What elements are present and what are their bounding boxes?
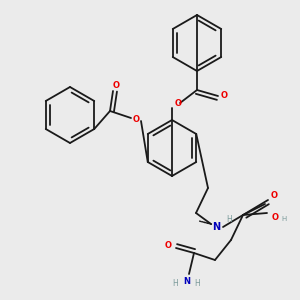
Text: H: H <box>194 280 200 289</box>
Text: O: O <box>133 115 140 124</box>
Text: H: H <box>281 216 286 222</box>
Text: O: O <box>175 100 182 109</box>
Text: H: H <box>172 280 178 289</box>
Text: O: O <box>272 212 278 221</box>
Text: O: O <box>112 80 119 89</box>
Text: N: N <box>184 278 190 286</box>
Text: N: N <box>212 222 220 232</box>
Text: O: O <box>164 241 172 250</box>
Text: H: H <box>226 214 232 224</box>
Text: O: O <box>220 92 227 100</box>
Text: O: O <box>271 191 278 200</box>
